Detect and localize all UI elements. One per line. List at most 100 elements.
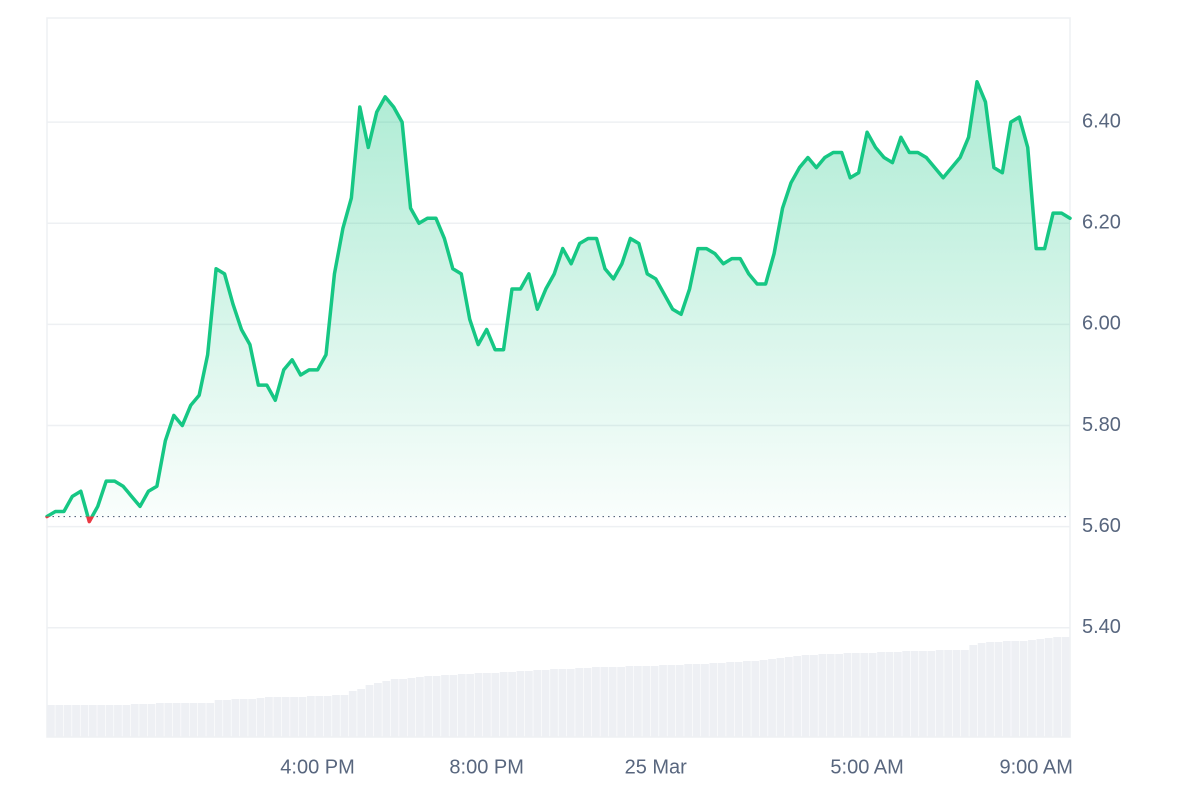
volume-bar	[650, 666, 659, 737]
volume-bar	[340, 695, 349, 737]
volume-bar	[734, 662, 743, 737]
volume-bar	[315, 696, 324, 737]
volume-bar	[281, 697, 290, 737]
volume-bar	[994, 642, 1003, 737]
volume-bar	[239, 699, 248, 737]
volume-bar	[759, 660, 768, 737]
volume-bar	[80, 705, 89, 737]
volume-bar	[273, 697, 282, 737]
volume-bar	[675, 665, 684, 737]
volume-bar	[860, 653, 869, 737]
volume-bar	[172, 703, 181, 737]
volume-bar	[374, 683, 382, 737]
volume-bar	[835, 654, 843, 737]
volume-bar	[533, 670, 542, 737]
volume-bar	[323, 696, 332, 737]
volume-bar	[969, 645, 978, 737]
volume-bar	[357, 689, 366, 737]
volume-bar	[1036, 639, 1045, 737]
volume-bar	[893, 652, 902, 737]
volume-bar	[1002, 641, 1011, 737]
y-tick-label: 5.40	[1082, 616, 1121, 638]
volume-bar	[575, 668, 584, 737]
volume-bar	[608, 667, 617, 737]
volume-bar	[441, 675, 449, 737]
volume-bar	[902, 651, 911, 737]
volume-bar	[633, 666, 642, 737]
volume-bar	[139, 704, 148, 737]
volume-bar	[499, 672, 508, 737]
volume-bar	[868, 653, 877, 737]
volume-bar	[986, 642, 994, 737]
volume-bar	[432, 676, 441, 737]
volume-bar	[223, 700, 231, 737]
volume-bar	[457, 674, 466, 737]
volume-bar	[751, 661, 760, 737]
volume-bar	[818, 654, 827, 737]
volume-bar	[206, 703, 215, 737]
volume-bar	[290, 697, 298, 737]
volume-bar	[793, 656, 802, 737]
volume-bar	[558, 669, 567, 737]
x-tick-label: 8:00 PM	[449, 756, 523, 778]
volume-bar	[415, 677, 424, 737]
volume-bar	[47, 705, 55, 737]
volume-bar	[382, 681, 391, 737]
volume-bar	[181, 703, 189, 737]
volume-bar	[508, 672, 516, 737]
y-tick-label: 5.80	[1082, 414, 1121, 436]
volume-bar	[164, 703, 173, 737]
volume-bar	[483, 673, 491, 737]
x-tick-label: 25 Mar	[625, 756, 688, 778]
volume-bar	[642, 666, 651, 737]
volume-bar	[784, 657, 793, 737]
volume-bar	[122, 705, 131, 737]
volume-bar	[248, 699, 257, 737]
volume-bar	[55, 705, 64, 737]
volume-bar	[541, 670, 550, 737]
volume-bar	[516, 671, 525, 737]
volume-bar	[466, 674, 475, 737]
volume-bar	[231, 699, 240, 737]
volume-bar	[156, 703, 164, 737]
volume-bar	[960, 650, 969, 737]
volume-bar	[583, 668, 592, 737]
price-area	[47, 81, 1070, 517]
volume-bar	[977, 643, 986, 737]
volume-bar	[306, 696, 315, 737]
volume-bar	[114, 705, 122, 737]
volume-bar	[189, 703, 198, 737]
volume-bar	[826, 654, 835, 737]
volume-bar	[524, 671, 533, 737]
volume-bar	[801, 655, 810, 737]
volume-bar	[851, 653, 860, 737]
volume-bar	[885, 652, 894, 737]
volume-bar	[214, 700, 223, 737]
volume-bar	[810, 655, 818, 737]
volume-bar	[390, 679, 399, 737]
volume-bar	[491, 673, 500, 737]
volume-bar	[625, 666, 634, 737]
volume-bar	[130, 704, 139, 737]
x-tick-label: 5:00 AM	[830, 756, 903, 778]
volume-bar	[877, 652, 885, 737]
volume-bar	[256, 698, 265, 737]
volume-bar	[617, 667, 625, 737]
volume-bar	[550, 669, 558, 737]
volume-bar	[63, 705, 72, 737]
volume-bar	[72, 705, 80, 737]
price-line	[45, 79, 1072, 524]
volume-bar	[919, 651, 927, 737]
volume-bar	[265, 697, 273, 737]
volume-bar	[667, 665, 676, 737]
volume-bar	[474, 673, 483, 737]
volume-bar	[717, 663, 726, 737]
volume-bar	[935, 650, 944, 737]
volume-bar	[742, 661, 751, 737]
volume-bar	[944, 650, 953, 737]
volume-bar	[424, 676, 433, 737]
volume-bar	[88, 705, 97, 737]
y-tick-label: 6.40	[1082, 110, 1121, 132]
